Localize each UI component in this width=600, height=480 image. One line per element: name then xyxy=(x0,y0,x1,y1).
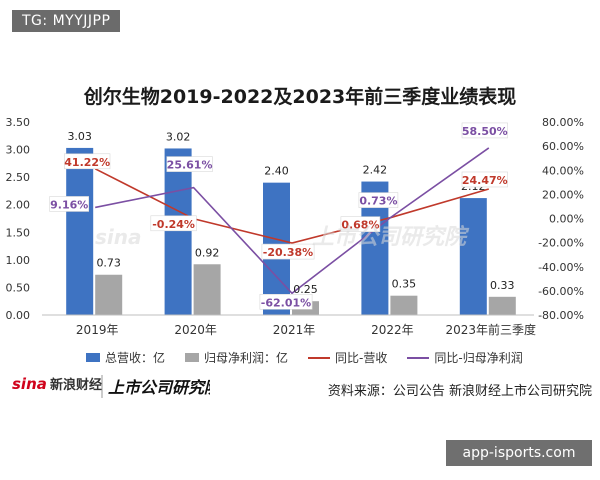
profit-yoy-label-box xyxy=(259,293,313,310)
net-profit-bar xyxy=(95,274,123,315)
revenue-bar xyxy=(66,147,94,315)
profit-yoy-value-label: 0.73% xyxy=(359,195,397,208)
y-left-tick-label: 1.00 xyxy=(6,254,31,267)
profit-yoy-value-label: 58.50% xyxy=(462,125,508,138)
revenue-bar xyxy=(164,148,192,315)
legend-revenue-swatch xyxy=(86,353,100,362)
y-left-tick-label: 1.50 xyxy=(6,226,31,239)
revenue-yoy-value-label: -20.38% xyxy=(263,246,313,259)
chart-legend: 总营收：亿 归母净利润：亿 同比-营收 同比-归母净利润 xyxy=(86,349,523,366)
profit-yoy-label-box xyxy=(358,192,399,208)
y-right-tick-label: -40.00% xyxy=(538,261,584,274)
svg-text:sina: sina xyxy=(12,375,47,393)
y-left-tick-label: 0.50 xyxy=(6,281,31,294)
y-right-tick-label: -80.00% xyxy=(538,309,584,322)
y-left-tick-label: 3.50 xyxy=(6,116,31,129)
y-left-tick-label: 3.00 xyxy=(6,144,31,157)
chart-title: 创尔生物2019-2022及2023年前三季度业绩表现 xyxy=(83,86,517,108)
revenue-yoy-value-label: 41.22% xyxy=(64,156,110,169)
profit-yoy-label-box xyxy=(166,156,213,172)
revenue-yoy-value-label: -0.24% xyxy=(152,218,195,231)
legend-profit-yoy-label: 同比-归母净利润 xyxy=(434,351,523,365)
profit-yoy-value-label: 25.61% xyxy=(167,159,213,172)
legend-revenue-yoy: 同比-营收 xyxy=(308,349,387,366)
legend-profit-yoy-swatch xyxy=(407,356,430,359)
x-tick-label: 2020年 xyxy=(174,323,217,337)
revenue-yoy-line xyxy=(94,168,490,244)
net-profit-value-label: 0.25 xyxy=(293,283,318,296)
x-tick-label: 2022年 xyxy=(371,323,414,337)
profit-yoy-label-box xyxy=(49,196,90,212)
y-right-tick-label: 60.00% xyxy=(542,140,584,153)
revenue-yoy-label-box xyxy=(150,215,197,232)
x-tick-label: 2019年 xyxy=(76,323,119,337)
revenue-value-label: 2.42 xyxy=(363,164,388,177)
sina-logo-graphic: sina 新浪财经 上市公司研究院 xyxy=(12,375,223,398)
revenue-yoy-label-box xyxy=(340,216,381,232)
y-right-tick-label: -60.00% xyxy=(538,285,584,298)
logo-sub-text: 上市公司研究院 xyxy=(108,378,210,397)
watermark-text: 上市公司研究院 xyxy=(312,224,470,250)
revenue-bar xyxy=(459,198,487,315)
net-profit-bar xyxy=(488,296,516,315)
net-profit-value-label: 0.33 xyxy=(490,279,515,292)
revenue-yoy-value-label: 24.47% xyxy=(462,174,508,187)
x-tick-label: 2021年 xyxy=(273,323,316,337)
net-profit-value-label: 0.73 xyxy=(96,257,121,270)
legend-net-profit-label: 归母净利润：亿 xyxy=(204,351,289,365)
revenue-yoy-label-box xyxy=(64,153,111,170)
legend-profit-yoy: 同比-归母净利润 xyxy=(407,349,523,366)
profit-yoy-value-label: -62.01% xyxy=(261,296,311,309)
source-note: 资料来源：公司公告 新浪财经上市公司研究院 xyxy=(327,384,592,399)
y-left-tick-label: 2.50 xyxy=(6,171,31,184)
revenue-value-label: 3.03 xyxy=(67,130,92,143)
legend-revenue-yoy-label: 同比-营收 xyxy=(335,351,388,365)
sina-logo: sina 新浪财经 上市公司研究院 xyxy=(10,372,223,406)
x-tick-label: 2023年前三季度 xyxy=(446,322,537,337)
revenue-yoy-label-box xyxy=(461,171,508,188)
bottom-badge: app-isports.com xyxy=(446,440,592,466)
revenue-value-label: 2.40 xyxy=(264,165,289,178)
y-right-tick-label: 0.00% xyxy=(549,213,584,226)
profit-yoy-label-box xyxy=(461,122,508,139)
y-right-tick-label: 20.00% xyxy=(542,188,584,201)
y-right-tick-label: 40.00% xyxy=(542,164,584,177)
watermark-sina: sina xyxy=(95,225,142,249)
legend-revenue-yoy-swatch xyxy=(308,356,331,359)
revenue-yoy-value-label: 0.68% xyxy=(341,219,379,232)
revenue-yoy-label-box xyxy=(261,243,315,260)
legend-net-profit-swatch xyxy=(185,353,200,362)
revenue-value-label: 3.02 xyxy=(166,130,191,143)
net-profit-bar xyxy=(193,264,221,315)
y-right-tick-label: 80.00% xyxy=(542,116,584,129)
y-left-tick-label: 0.00 xyxy=(6,309,31,322)
profit-yoy-value-label: 9.16% xyxy=(50,198,88,211)
net-profit-value-label: 0.35 xyxy=(392,278,417,291)
y-right-tick-label: -20.00% xyxy=(538,237,584,250)
logo-main-text: 新浪财经 xyxy=(50,377,102,393)
net-profit-bar xyxy=(390,295,418,315)
y-left-tick-label: 2.00 xyxy=(6,199,31,212)
profit-yoy-line xyxy=(95,147,490,295)
legend-revenue: 总营收：亿 xyxy=(86,349,165,366)
net-profit-value-label: 0.92 xyxy=(195,246,220,259)
header-badge: TG: MYYJJPP xyxy=(12,10,121,32)
legend-net-profit: 归母净利润：亿 xyxy=(185,349,288,366)
legend-revenue-label: 总营收：亿 xyxy=(105,351,166,365)
